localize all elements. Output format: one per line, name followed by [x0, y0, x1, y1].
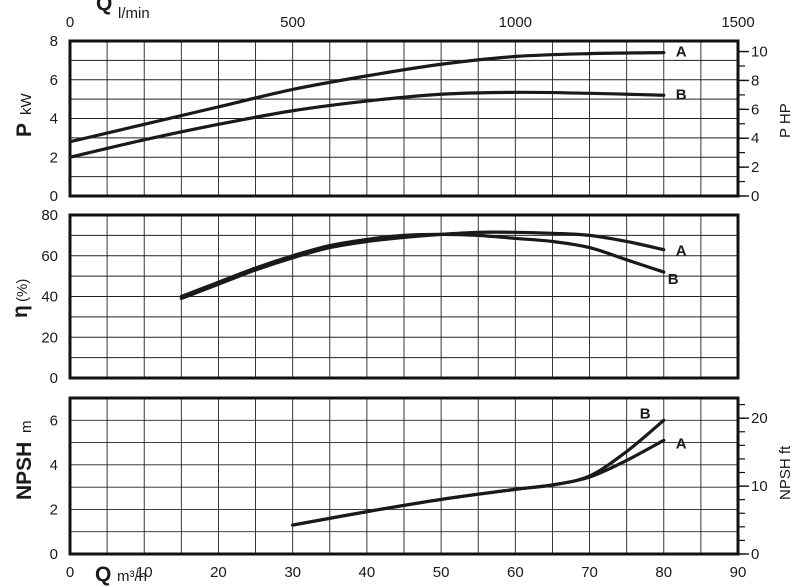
npsh-axis-right-label: NPSH ft [777, 445, 794, 500]
efficiency-y-tick-label: 60 [41, 248, 58, 265]
efficiency-y-tick-label: 40 [41, 289, 58, 306]
bottom-x-tick-label: 50 [433, 564, 450, 581]
bottom-x-tick-label: 90 [730, 564, 747, 581]
bottom-x-tick-label: 60 [507, 564, 524, 581]
efficiency-curve-label-b: B [668, 271, 679, 288]
bottom-x-tick-label: 20 [210, 564, 227, 581]
power-axis-symbol: P [13, 123, 36, 137]
bottom-x-tick-label: 40 [359, 564, 376, 581]
npsh-grid [70, 398, 738, 554]
power-y-tick-label: 8 [50, 33, 58, 50]
power-y-tick-label: 0 [50, 188, 58, 205]
npsh-y2-tick-label: 20 [751, 410, 768, 427]
top-x-tick-label: 0 [66, 14, 74, 31]
power-frame [68, 39, 740, 198]
bottom-x-tick-label: 70 [581, 564, 598, 581]
power-y-tick-label: 4 [50, 111, 58, 128]
efficiency-panel: 0 20 40 60 80 AB [41, 207, 740, 387]
efficiency-curve-b [179, 232, 666, 299]
efficiency-y-tick-label: 0 [50, 370, 58, 387]
top-x-tick-label: 1000 [499, 14, 532, 31]
eff-axis-symbol: η [9, 305, 32, 318]
top-x-tick-label: 500 [280, 14, 305, 31]
power-axis-right-label: P HP [777, 103, 794, 138]
power-curve-b [68, 90, 666, 159]
power-y2-tick-label: 10 [751, 44, 768, 61]
npsh-frame [68, 396, 740, 556]
npsh-curve-label-b: B [640, 405, 651, 422]
top-q-unit: l/min [118, 5, 150, 22]
bottom-x-tick-label: 80 [655, 564, 672, 581]
efficiency-y-tick-label: 20 [41, 329, 58, 346]
power-y-tick-label: 2 [50, 149, 58, 166]
bottom-x-tick-label: 30 [284, 564, 301, 581]
efficiency-curve-a [179, 230, 666, 301]
top-q-symbol: Q [96, 0, 112, 15]
npsh-y-tick-label: 6 [50, 412, 58, 429]
power-curve-label-b: B [676, 86, 687, 103]
npsh-y-tick-label: 4 [50, 457, 58, 474]
power-y2-tick-label: 6 [751, 101, 759, 118]
efficiency-frame [68, 213, 740, 380]
eff-axis-unit: (%) [14, 279, 31, 302]
power-y2-tick-label: 2 [751, 159, 759, 176]
power-curve-label-a: A [676, 44, 687, 61]
npsh-axis-symbol: NPSH [13, 442, 36, 500]
npsh-y2-tick-label: 10 [751, 478, 768, 495]
npsh-curve-label-a: A [676, 435, 687, 452]
npsh-y-tick-label: 2 [50, 501, 58, 518]
power-axis-unit: kW [18, 93, 35, 116]
top-x-tick-label: 1500 [721, 14, 754, 31]
bottom-q-unit: m³/h [117, 568, 147, 585]
power-curve-a [68, 51, 666, 144]
npsh-axis-unit: m [18, 421, 35, 434]
power-y2-tick-label: 8 [751, 72, 759, 89]
power-y2-tick-label: 0 [751, 188, 759, 205]
npsh-y2-tick-label: 0 [751, 546, 759, 563]
npsh-y-tick-label: 0 [50, 546, 58, 563]
npsh-curve-b [291, 418, 666, 527]
efficiency-y-tick-label: 80 [41, 207, 58, 224]
power-grid [70, 41, 738, 196]
bottom-x-tick-label: 0 [66, 564, 74, 581]
efficiency-curve-label-a: A [676, 243, 687, 260]
power-y-tick-label: 6 [50, 72, 58, 89]
bottom-x-tick-label: 10 [136, 564, 153, 581]
efficiency-grid [70, 215, 738, 378]
power-y2-tick-label: 4 [751, 130, 759, 147]
bottom-q-symbol: Q [95, 563, 111, 586]
